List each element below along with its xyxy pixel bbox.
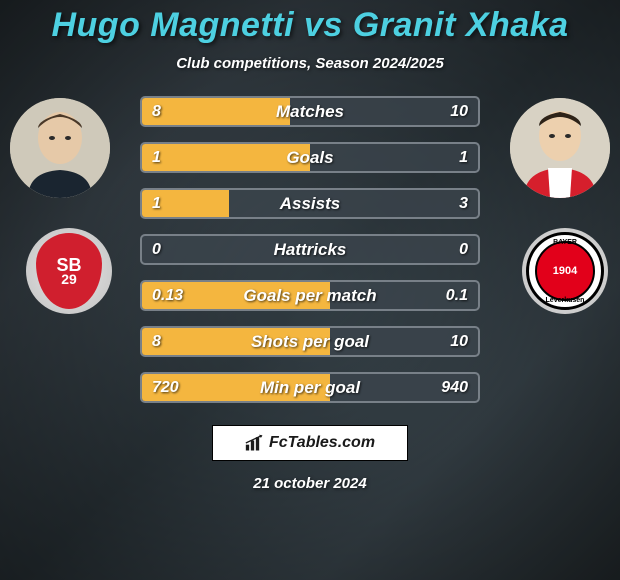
- stat-row: 1Assists3: [140, 188, 480, 219]
- stat-row: 0Hattricks0: [140, 234, 480, 265]
- player-right-avatar: [510, 98, 610, 198]
- stat-row: 8Shots per goal10: [140, 326, 480, 357]
- content-wrapper: Hugo Magnetti vs Granit Xhaka Club compe…: [0, 0, 620, 580]
- player-left-sketch-icon: [10, 98, 110, 198]
- stat-bars: 8Matches101Goals11Assists30Hattricks00.1…: [140, 96, 480, 403]
- club-left-short-bottom: 29: [61, 273, 77, 286]
- stat-value-right: 0.1: [418, 287, 478, 305]
- stat-value-left: 8: [142, 333, 202, 351]
- brand-box: FcTables.com: [212, 425, 408, 461]
- page-title: Hugo Magnetti vs Granit Xhaka: [51, 6, 568, 45]
- stat-value-left: 0.13: [142, 287, 202, 305]
- stat-row: 0.13Goals per match0.1: [140, 280, 480, 311]
- comparison-card: Hugo Magnetti vs Granit Xhaka Club compe…: [0, 0, 620, 580]
- club-left-shield-icon: SB 29: [36, 233, 102, 309]
- brand-text: FcTables.com: [269, 434, 375, 452]
- stat-value-right: 1: [418, 149, 478, 167]
- date: 21 october 2024: [253, 475, 366, 492]
- club-right-year: 1904: [553, 265, 577, 277]
- stat-label: Shots per goal: [202, 332, 418, 352]
- club-right-crest: BAYER 1904 Leverkusen: [522, 228, 608, 314]
- stat-value-right: 940: [418, 379, 478, 397]
- stat-value-left: 1: [142, 195, 202, 213]
- stat-value-right: 10: [418, 333, 478, 351]
- stat-label: Goals: [202, 148, 418, 168]
- player-left-avatar: [10, 98, 110, 198]
- brand-bars-icon: [245, 434, 265, 452]
- stat-label: Min per goal: [202, 378, 418, 398]
- stat-value-right: 10: [418, 103, 478, 121]
- stats-area: SB 29 BAYER 1904 Leverkusen 8Matches101G…: [0, 96, 620, 403]
- stat-label: Assists: [202, 194, 418, 214]
- stat-row: 8Matches10: [140, 96, 480, 127]
- stat-value-left: 0: [142, 241, 202, 259]
- stat-value-left: 8: [142, 103, 202, 121]
- stat-value-right: 3: [418, 195, 478, 213]
- subtitle: Club competitions, Season 2024/2025: [176, 55, 444, 72]
- player-right-sketch-icon: [510, 98, 610, 198]
- stat-row: 1Goals1: [140, 142, 480, 173]
- stat-row: 720Min per goal940: [140, 372, 480, 403]
- stat-label: Matches: [202, 102, 418, 122]
- stat-value-left: 1: [142, 149, 202, 167]
- stat-value-left: 720: [142, 379, 202, 397]
- club-right-roundel-icon: BAYER 1904 Leverkusen: [526, 232, 604, 310]
- stat-label: Hattricks: [202, 240, 418, 260]
- club-left-crest: SB 29: [26, 228, 112, 314]
- club-right-text-top: BAYER: [553, 239, 577, 246]
- stat-label: Goals per match: [202, 286, 418, 306]
- club-right-text-bottom: Leverkusen: [546, 297, 585, 304]
- stat-value-right: 0: [418, 241, 478, 259]
